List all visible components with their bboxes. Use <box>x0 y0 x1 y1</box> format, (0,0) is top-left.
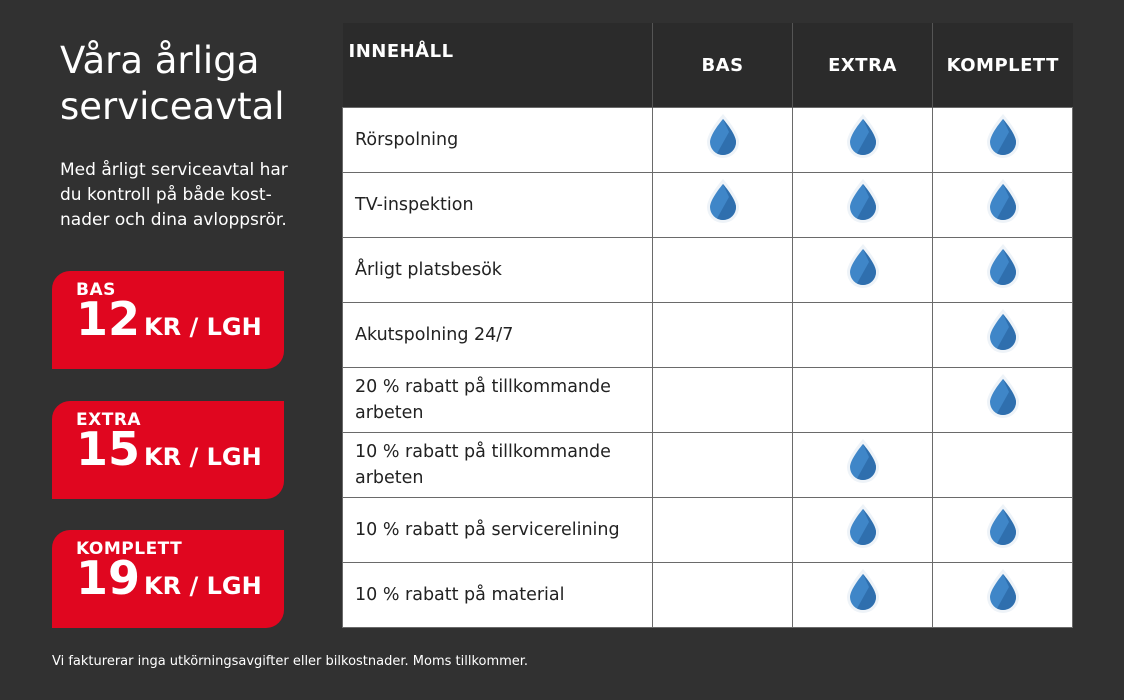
row-label: 20 % rabatt på tillkommande arbeten <box>342 367 653 433</box>
cell-extra <box>792 497 933 563</box>
cell-bas <box>652 497 793 563</box>
cell-komplett <box>932 302 1073 368</box>
table-row: 20 % rabatt på tillkommande arbeten <box>342 367 1073 433</box>
water-drop-icon <box>986 244 1019 288</box>
water-drop-icon <box>986 179 1019 223</box>
table-row: 10 % rabatt på servicerelining <box>342 497 1073 563</box>
table-row: Årligt platsbesök <box>342 237 1073 303</box>
row-label: 10 % rabatt på tillkommande arbeten <box>342 432 653 498</box>
water-drop-icon <box>986 114 1019 158</box>
plan-price: 19 <box>76 551 141 605</box>
cell-bas <box>652 367 793 433</box>
water-drop-icon <box>846 244 879 288</box>
cell-bas <box>652 302 793 368</box>
table-row: Akutspolning 24/7 <box>342 302 1073 368</box>
cell-komplett <box>932 172 1073 238</box>
water-drop-icon <box>846 569 879 613</box>
table-row: Rörspolning <box>342 107 1073 173</box>
cell-extra <box>792 302 933 368</box>
plan-name: BAS <box>76 280 116 300</box>
table-row: TV-inspektion <box>342 172 1073 238</box>
cell-komplett <box>932 562 1073 628</box>
cell-bas <box>652 172 793 238</box>
plan-price-unit: KR / LGH <box>144 443 262 471</box>
table-row: 10 % rabatt på tillkommande arbeten <box>342 432 1073 498</box>
cell-extra <box>792 107 933 173</box>
water-drop-icon <box>846 114 879 158</box>
cell-bas <box>652 562 793 628</box>
column-header-extra: EXTRA <box>792 23 933 108</box>
page-title: Våra årliga serviceavtal <box>60 39 285 128</box>
column-header-content: INNEHÅLL <box>342 23 653 108</box>
price-card-komplett: KOMPLETT 19 KR / LGH <box>52 530 284 628</box>
cell-extra <box>792 237 933 303</box>
column-header-bas: BAS <box>652 23 793 108</box>
cell-extra <box>792 367 933 433</box>
water-drop-icon <box>706 114 739 158</box>
cell-komplett <box>932 107 1073 173</box>
footnote: Vi fakturerar inga utkörningsavgifter el… <box>52 654 529 669</box>
plan-name: EXTRA <box>76 410 142 430</box>
plan-price-unit: KR / LGH <box>144 313 262 341</box>
plan-price: 15 <box>76 422 141 476</box>
water-drop-icon <box>986 374 1019 418</box>
row-label: 10 % rabatt på material <box>342 562 653 628</box>
column-header-komplett: KOMPLETT <box>932 23 1073 108</box>
water-drop-icon <box>706 179 739 223</box>
water-drop-icon <box>846 179 879 223</box>
water-drop-icon <box>986 504 1019 548</box>
cell-komplett <box>932 497 1073 563</box>
cell-bas <box>652 107 793 173</box>
table-header-row: INNEHÅLL BAS EXTRA KOMPLETT <box>342 23 1073 108</box>
water-drop-icon <box>846 439 879 483</box>
comparison-table: INNEHÅLL BAS EXTRA KOMPLETT Rörspolning T… <box>342 23 1073 628</box>
water-drop-icon <box>846 504 879 548</box>
price-card-extra: EXTRA 15 KR / LGH <box>52 401 284 499</box>
cell-bas <box>652 432 793 498</box>
row-label: TV-inspektion <box>342 172 653 238</box>
row-label: 10 % rabatt på servicerelining <box>342 497 653 563</box>
cell-komplett <box>932 237 1073 303</box>
table-row: 10 % rabatt på material <box>342 562 1073 628</box>
cell-komplett <box>932 432 1073 498</box>
intro-text: Med årligt serviceavtal har du kontroll … <box>60 160 288 230</box>
cell-extra <box>792 172 933 238</box>
cell-extra <box>792 432 933 498</box>
plan-price-unit: KR / LGH <box>144 572 262 600</box>
row-label: Årligt platsbesök <box>342 237 653 303</box>
water-drop-icon <box>986 309 1019 353</box>
row-label: Akutspolning 24/7 <box>342 302 653 368</box>
row-label: Rörspolning <box>342 107 653 173</box>
plan-price: 12 <box>76 292 141 346</box>
price-card-bas: BAS 12 KR / LGH <box>52 271 284 369</box>
cell-komplett <box>932 367 1073 433</box>
cell-bas <box>652 237 793 303</box>
plan-name: KOMPLETT <box>76 539 183 559</box>
water-drop-icon <box>986 569 1019 613</box>
cell-extra <box>792 562 933 628</box>
